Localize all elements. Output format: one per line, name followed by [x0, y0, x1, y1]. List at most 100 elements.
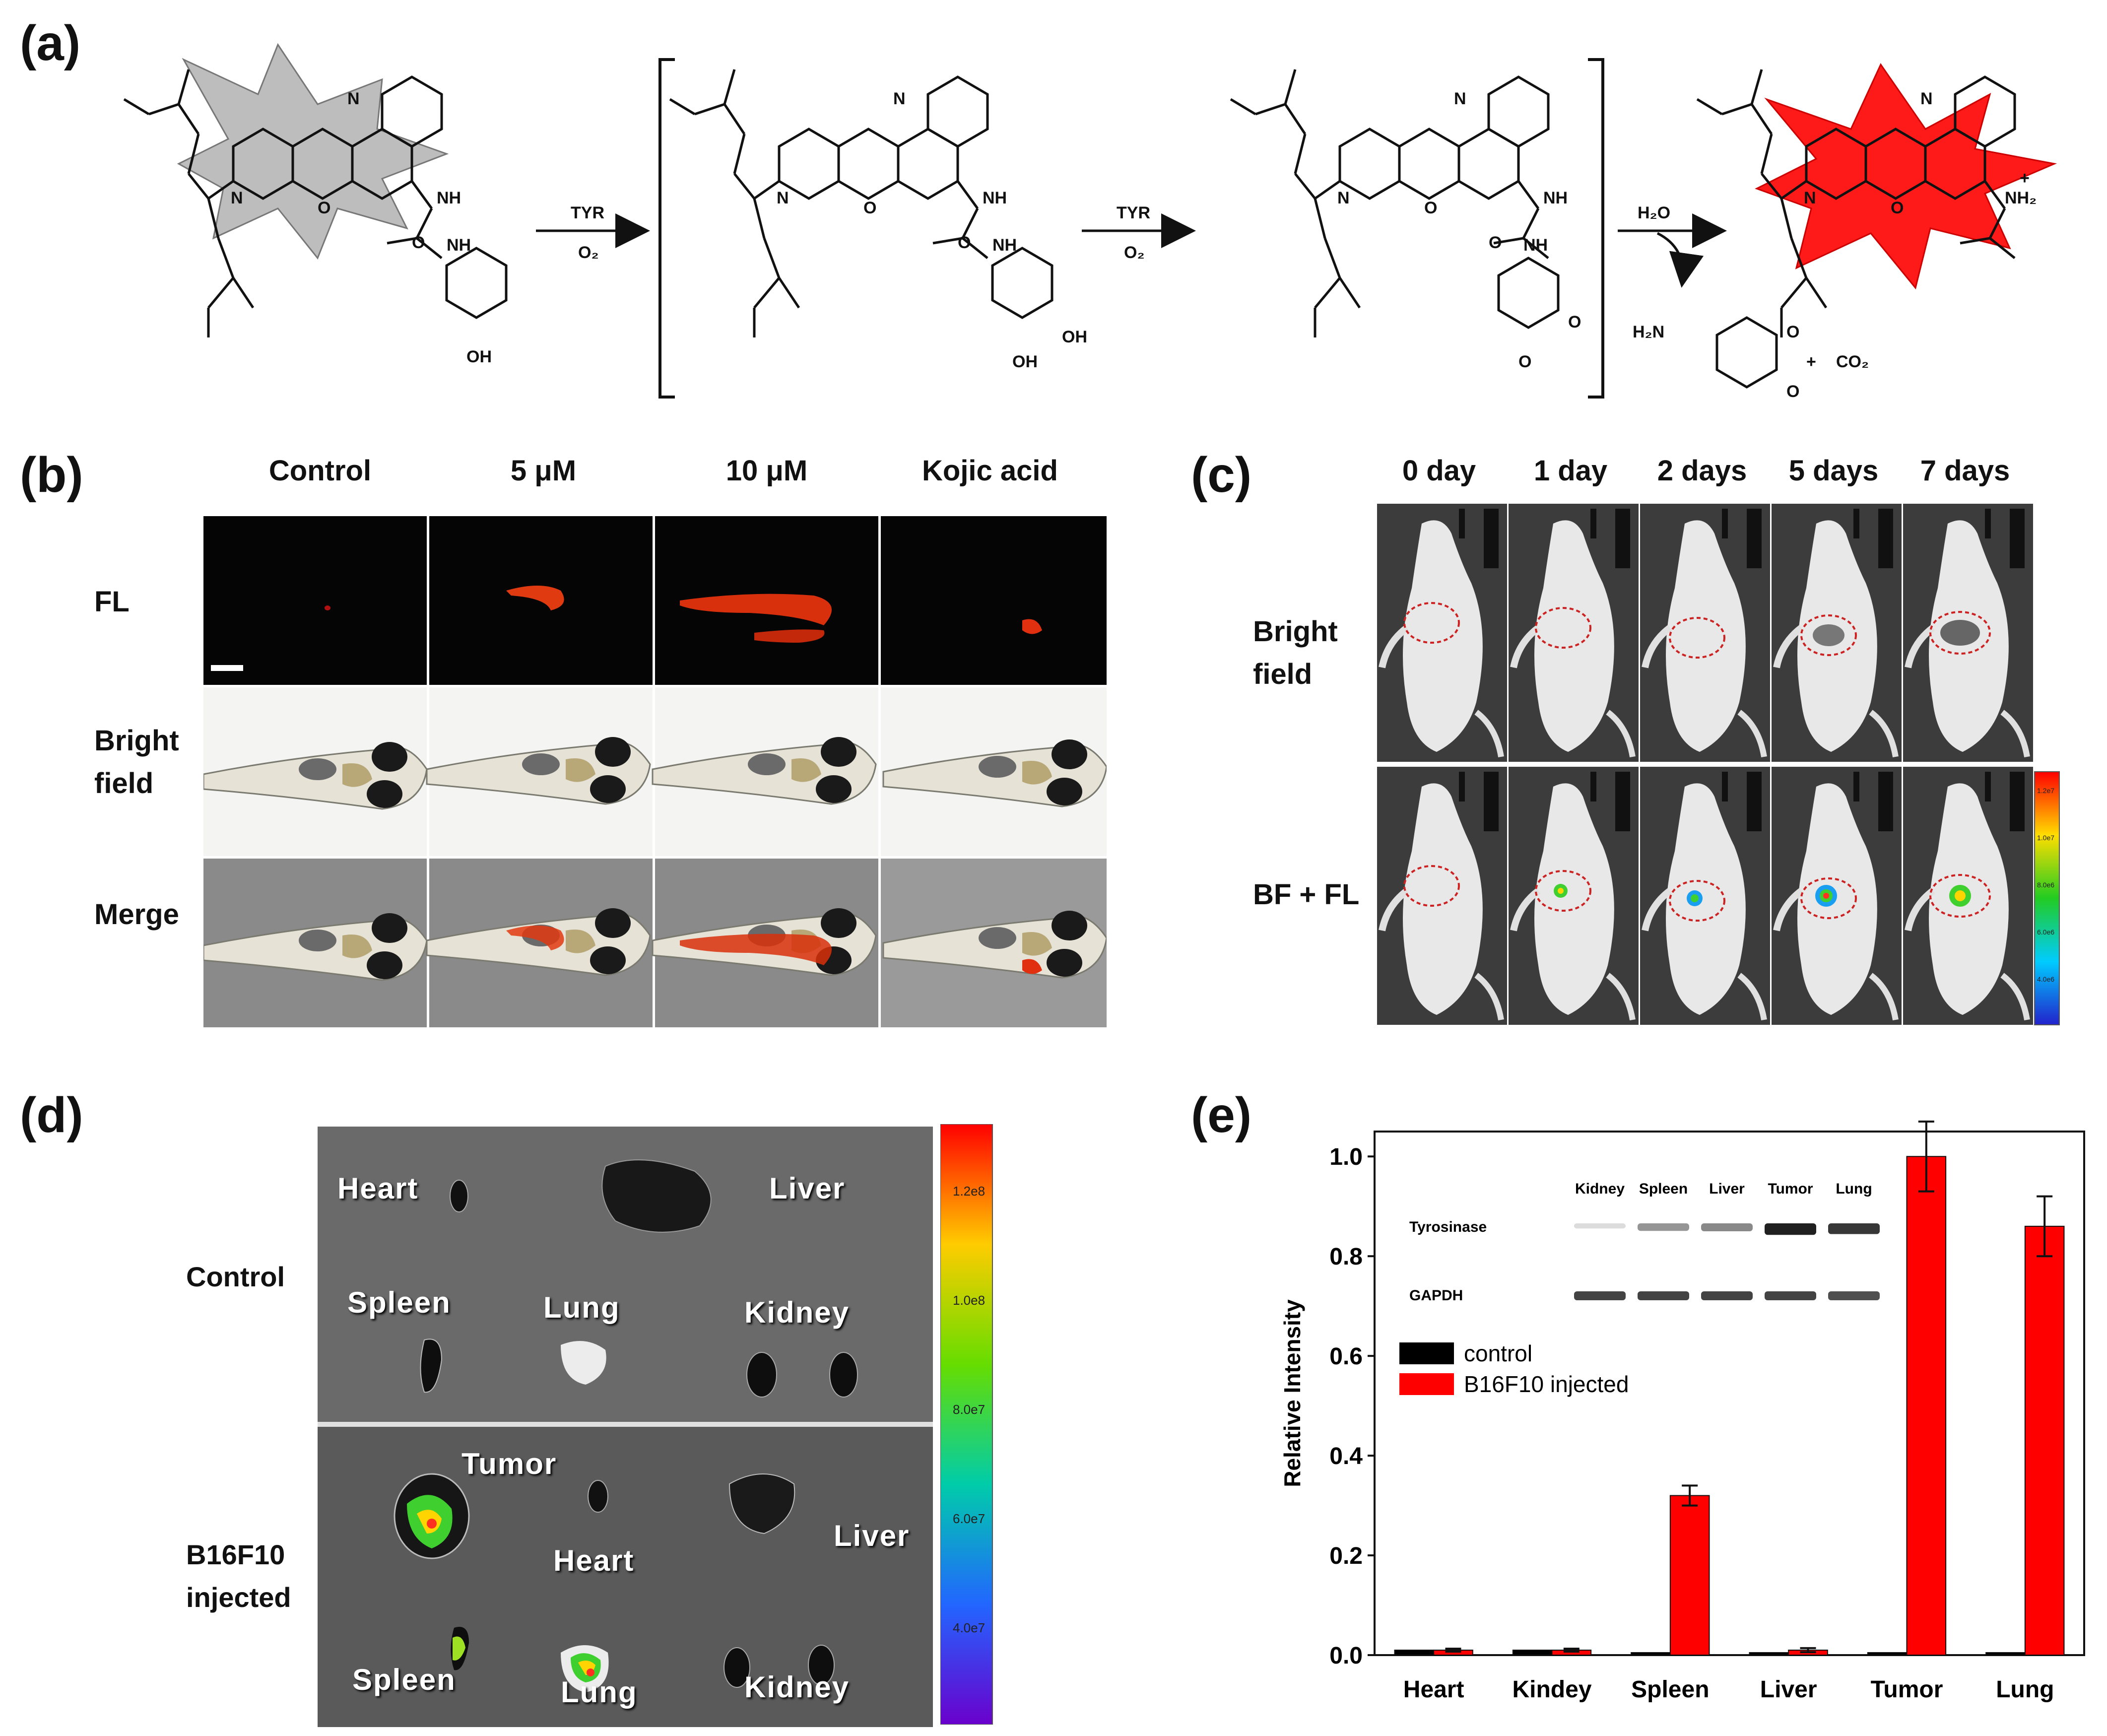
svg-text:O: O [1424, 199, 1437, 217]
tyrosinase-band [1574, 1223, 1626, 1229]
bar-control-tumor [1867, 1652, 1908, 1656]
svg-text:N: N [893, 89, 906, 108]
blot-lane-label: Liver [1709, 1181, 1745, 1197]
c-row-bf: Bright field [1253, 615, 1338, 690]
bar-control-lung [1985, 1652, 2026, 1656]
tyrosinase-band [1638, 1223, 1689, 1231]
organ-images [318, 1127, 933, 1727]
reaction-scheme: N O N NH O NH OH TYR O₂ N O N NH O NH OH… [0, 43, 2057, 401]
svg-text:NH: NH [437, 189, 461, 207]
b-col-5um: 5 μM [510, 455, 577, 487]
blot-lane-label: Spleen [1639, 1181, 1688, 1197]
b-row-fl: FL [94, 586, 130, 618]
svg-text:N: N [1454, 89, 1466, 108]
gapdh-band [1828, 1291, 1880, 1300]
tyrosinase-band [1701, 1223, 1753, 1231]
legend-label: control [1464, 1340, 1532, 1366]
svg-text:OH: OH [466, 347, 492, 366]
panel-label-c: (c) [1191, 447, 1252, 503]
svg-text:N: N [347, 89, 360, 108]
legend-swatch [1399, 1342, 1454, 1364]
d-cbar-tick-2: 8.0e7 [953, 1402, 986, 1417]
bar-b16f10-injected-spleen [1669, 1495, 1710, 1656]
svg-text:N: N [1920, 89, 1933, 108]
d-inj-heart: Heart [553, 1544, 635, 1577]
c-col-0: 0 day [1402, 455, 1476, 487]
svg-text:N: N [1804, 189, 1816, 207]
b-col-control: Control [268, 455, 372, 487]
svg-text:O: O [1568, 313, 1581, 332]
blot-row-label: GAPDH [1409, 1287, 1463, 1304]
y-tick-label: 0.4 [1329, 1443, 1363, 1469]
svg-text:O: O [1786, 382, 1799, 401]
co2-label: CO₂ [1836, 352, 1869, 371]
c-cbar-tick-0: 1.2e7 [2037, 787, 2055, 795]
bar-control-heart [1394, 1649, 1435, 1656]
arrow3-top: H₂O [1638, 203, 1670, 222]
mouse-image-grid [1377, 504, 2060, 1030]
x-tick-label: Heart [1403, 1676, 1464, 1703]
x-tick-label: Tumor [1871, 1676, 1943, 1703]
d-inj-liver: Liver [834, 1519, 910, 1552]
tyrosinase-band [1828, 1223, 1880, 1234]
c-col-4: 7 days [1920, 455, 2010, 487]
d-inj-lung: Lung [561, 1675, 638, 1709]
x-tick-label: Lung [1996, 1676, 2054, 1703]
c-cbar-tick-3: 6.0e6 [2037, 928, 2055, 936]
d-ctrl-kidney: Kidney [744, 1296, 850, 1329]
y-axis-label: Relative Intensity [1279, 1299, 1305, 1487]
gapdh-band [1701, 1291, 1753, 1300]
y-tick-label: 1.0 [1329, 1144, 1363, 1170]
arrow1-top: TYR [571, 203, 604, 222]
d-colorbar [940, 1124, 993, 1725]
x-tick-label: Liver [1760, 1676, 1817, 1703]
c-col-2: 2 days [1657, 455, 1747, 487]
d-ctrl-liver: Liver [769, 1172, 846, 1205]
svg-text:NH: NH [983, 189, 1007, 207]
svg-text:O: O [1489, 233, 1502, 252]
bar-control-spleen [1631, 1652, 1671, 1656]
svg-text:O: O [863, 199, 876, 217]
y-tick-label: 0.8 [1329, 1244, 1363, 1270]
svg-text:NH: NH [992, 236, 1017, 255]
svg-text:O: O [958, 233, 971, 252]
legend-swatch [1399, 1373, 1454, 1395]
gapdh-band [1765, 1291, 1816, 1300]
d-cbar-tick-1: 1.0e8 [953, 1293, 986, 1308]
svg-text:NH: NH [1523, 236, 1548, 255]
y-tick-label: 0.6 [1329, 1343, 1363, 1370]
svg-text:OH: OH [1062, 328, 1087, 346]
blot-lane-label: Lung [1836, 1181, 1872, 1197]
panel-label-e: (e) [1191, 1087, 1252, 1143]
d-ctrl-spleen: Spleen [347, 1286, 451, 1319]
svg-text:O: O [318, 199, 330, 217]
blot-lane-label: Tumor [1768, 1181, 1813, 1197]
bar-control-kindey [1512, 1649, 1553, 1656]
x-tick-label: Kindey [1512, 1676, 1591, 1703]
d-inj-kidney: Kidney [744, 1670, 850, 1704]
c-col-1: 1 day [1533, 455, 1608, 487]
d-cbar-tick-4: 4.0e7 [953, 1620, 986, 1635]
quenched-burst [177, 43, 449, 260]
b-row-bf: Bright field [94, 725, 179, 800]
panel-label-d: (d) [20, 1087, 83, 1143]
x-tick-label: Spleen [1631, 1676, 1709, 1703]
y-tick-label: 0.2 [1329, 1543, 1363, 1569]
bar-control-liver [1749, 1652, 1789, 1656]
gapdh-band [1574, 1291, 1626, 1300]
c-row-bffl: BF + FL [1253, 878, 1360, 911]
b-col-10um: 10 μM [725, 455, 808, 487]
bar-b16f10-injected-lung [2024, 1225, 2065, 1656]
plot-frame [1374, 1131, 2085, 1656]
gapdh-band [1638, 1291, 1689, 1300]
bar-b16f10-injected-tumor [1906, 1156, 1947, 1656]
svg-text:NH: NH [1543, 189, 1568, 207]
d-inj-spleen: Spleen [352, 1663, 456, 1696]
c-col-3: 5 days [1788, 455, 1879, 487]
d-row-control: Control [186, 1261, 285, 1292]
svg-text:OH: OH [1012, 352, 1038, 371]
svg-text:NH: NH [447, 236, 471, 255]
d-ctrl-lung: Lung [543, 1291, 620, 1324]
zebrafish-image-grid [203, 516, 1107, 1027]
panel-label-b: (b) [20, 447, 83, 503]
